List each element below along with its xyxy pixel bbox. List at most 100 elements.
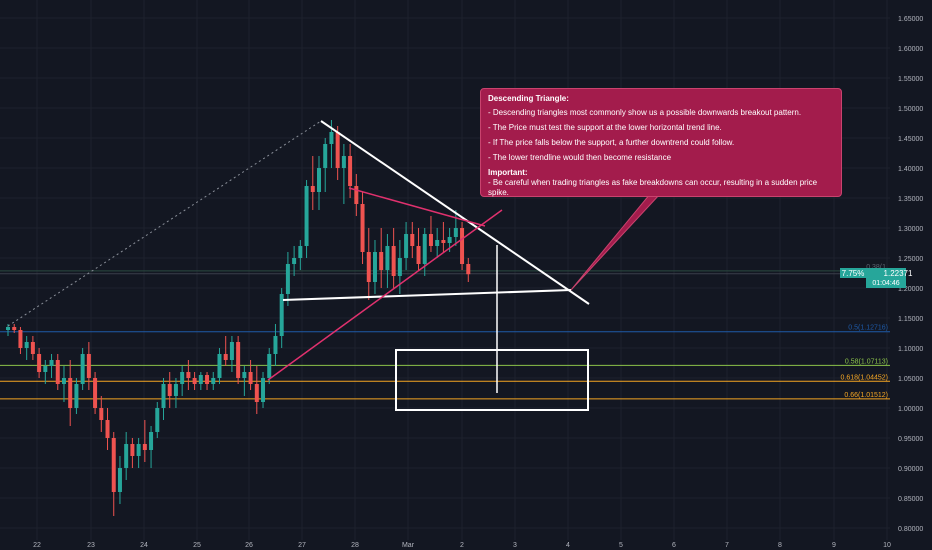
note-line: - Descending triangles most commonly sho… xyxy=(488,108,802,117)
candle-body xyxy=(385,246,390,270)
last-price-tag: 7.75% 1.22371 01:04:46 xyxy=(840,268,913,288)
price-badge xyxy=(866,268,906,288)
fib-label: 0.58(1.07113) xyxy=(845,358,888,365)
candle-body xyxy=(167,384,172,396)
candle-body xyxy=(441,240,446,243)
fib-label: 0.66(1.01512) xyxy=(844,392,888,399)
candle-body xyxy=(422,234,427,264)
candle-body xyxy=(111,438,116,492)
candle-body xyxy=(149,432,154,450)
candles xyxy=(6,120,471,516)
candle-body xyxy=(61,378,66,384)
price-tick-label: 1.05000 xyxy=(898,376,923,383)
price-tick-label: 1.40000 xyxy=(898,166,923,173)
candle-body xyxy=(93,378,98,408)
price-tick-label: 1.65000 xyxy=(898,16,923,23)
candle-body xyxy=(229,342,234,360)
candle-body xyxy=(379,252,384,270)
time-tick-label: 5 xyxy=(619,542,623,549)
time-tick-label: 10 xyxy=(883,542,891,549)
candle-body xyxy=(68,378,73,408)
time-tick-label: 26 xyxy=(245,542,253,549)
upper-trendline xyxy=(320,120,590,305)
price-tick-label: 1.25000 xyxy=(898,256,923,263)
time-tick-label: 25 xyxy=(193,542,201,549)
candle-body xyxy=(186,372,191,378)
price-tick-label: 1.35000 xyxy=(898,196,923,203)
price-tick-label: 1.50000 xyxy=(898,106,923,113)
candle-body xyxy=(18,330,23,348)
time-tick-label: 27 xyxy=(298,542,306,549)
price-tick-label: 1.00000 xyxy=(898,406,923,413)
candle-body xyxy=(180,372,185,384)
note-line: - The lower trendline would then become … xyxy=(488,153,672,162)
candle-body xyxy=(391,246,396,276)
candle-body xyxy=(37,354,42,372)
candle-body xyxy=(49,360,54,366)
candle-body xyxy=(453,228,458,237)
descending-triangle-note[interactable]: Descending Triangle: - Descending triang… xyxy=(480,88,842,197)
candle-body xyxy=(43,366,48,372)
countdown-text: 01:04:46 xyxy=(872,280,899,287)
time-tick-label: 6 xyxy=(672,542,676,549)
candle-body xyxy=(366,252,371,282)
candle-body xyxy=(279,294,284,336)
note-line: - The Price must test the support at the… xyxy=(488,123,722,132)
candle-body xyxy=(86,354,91,378)
candle-body xyxy=(410,234,415,246)
upper-pink-line xyxy=(348,187,486,227)
candle-body xyxy=(130,444,135,456)
price-tick-label: 1.55000 xyxy=(898,76,923,83)
time-tick-label: 3 xyxy=(513,542,517,549)
candle-body xyxy=(341,156,346,168)
price-tick-label: 1.20000 xyxy=(898,286,923,293)
support-trendline xyxy=(282,289,572,301)
price-tick-label: 0.95000 xyxy=(898,436,923,443)
candle-body xyxy=(155,408,160,432)
price-axis[interactable]: 1.65000 1.60000 1.55000 1.50000 1.45000 1.400… xyxy=(898,16,923,533)
candle-body xyxy=(435,240,440,246)
time-tick-label: 7 xyxy=(725,542,729,549)
price-tick-label: 1.30000 xyxy=(898,226,923,233)
candle-body xyxy=(335,132,340,168)
change-badge xyxy=(840,268,866,278)
candle-body xyxy=(292,258,297,264)
candle-body xyxy=(80,354,85,384)
time-tick-label: 4 xyxy=(566,542,570,549)
price-tick-label: 0.90000 xyxy=(898,466,923,473)
candle-body xyxy=(217,354,222,378)
candle-body xyxy=(12,327,17,330)
price-tick-label: 1.15000 xyxy=(898,316,923,323)
candle-body xyxy=(304,186,309,246)
candle-body xyxy=(142,444,147,450)
time-tick-label: 2 xyxy=(460,542,464,549)
candle-body xyxy=(242,372,247,378)
candle-body xyxy=(205,375,210,384)
candle-body xyxy=(173,384,178,396)
candle-body xyxy=(223,354,228,360)
candle-body xyxy=(372,252,377,282)
time-tick-label: 24 xyxy=(140,542,148,549)
time-tick-label: 8 xyxy=(778,542,782,549)
candle-body xyxy=(198,375,203,384)
price-badge-text: 1.22371 xyxy=(884,269,913,278)
candle-body xyxy=(248,372,253,384)
time-axis[interactable]: 22 23 24 25 26 27 28 Mar 2 3 4 5 6 7 8 9 10 xyxy=(33,542,891,549)
candle-body xyxy=(317,168,321,192)
candle-body xyxy=(428,234,433,246)
candle-body xyxy=(161,384,166,408)
candle-body xyxy=(99,408,104,420)
candle-body xyxy=(323,144,328,168)
candle-body xyxy=(55,360,60,384)
time-tick-label: 23 xyxy=(87,542,95,549)
candle-body xyxy=(124,444,129,468)
time-tick-label: 28 xyxy=(351,542,359,549)
candle-body xyxy=(24,342,29,348)
trendline-drawings xyxy=(7,120,662,411)
price-tick-label: 1.45000 xyxy=(898,136,923,143)
dashed-projection-line xyxy=(7,120,322,327)
candle-body xyxy=(404,234,409,258)
rising-pink-trendline xyxy=(267,209,503,381)
fib-label: 0.5(1.12716) xyxy=(848,325,888,332)
